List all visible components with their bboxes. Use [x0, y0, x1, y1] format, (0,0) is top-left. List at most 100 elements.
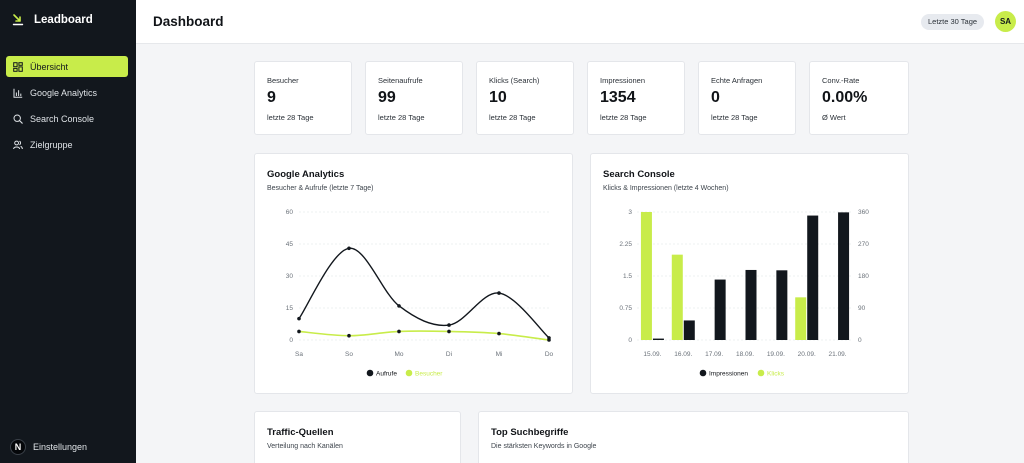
- y-tick-label-right: 0: [858, 337, 862, 344]
- legend-swatch: [699, 369, 707, 377]
- x-tick-label: 20.09.: [798, 351, 816, 358]
- y-tick-label: 45: [286, 241, 294, 248]
- card-title: Search Console: [603, 169, 675, 180]
- stat-sub: Ø Wert: [822, 113, 846, 122]
- data-point: [297, 329, 301, 334]
- sidebar-item-label: Zielgruppe: [30, 139, 73, 150]
- card-title: Top Suchbegriffe: [491, 427, 569, 438]
- stat-card-besucher: Besucher 9 letzte 28 Tage: [254, 61, 352, 135]
- stat-sub: letzte 28 Tage: [378, 113, 425, 122]
- stat-card-seitenaufrufe: Seitenaufrufe 99 letzte 28 Tage: [365, 61, 463, 135]
- data-point: [397, 329, 401, 334]
- y-tick-label-right: 360: [858, 209, 869, 216]
- series-line-besucher: [298, 330, 550, 341]
- y-tick-label-right: 90: [858, 305, 866, 312]
- legend-label: Impressionen: [709, 370, 748, 377]
- card-title: Google Analytics: [267, 169, 345, 180]
- bar-chart-icon: [13, 88, 23, 98]
- stat-value: 10: [489, 89, 507, 106]
- legend-label: Klicks: [767, 370, 785, 377]
- bar-impressionen: [838, 212, 850, 340]
- card-title: Traffic-Quellen: [267, 427, 334, 438]
- bar-impressionen: [776, 270, 788, 340]
- y-tick-label-left: 1.5: [623, 273, 632, 280]
- brand[interactable]: Leadboard: [12, 14, 93, 26]
- x-tick-label: 21.09.: [829, 351, 847, 358]
- card-subtitle: Klicks & Impressionen (letzte 4 Wochen): [603, 185, 729, 192]
- x-tick-label: Di: [446, 351, 452, 358]
- sidebar-item-zielgruppe[interactable]: Zielgruppe: [6, 134, 128, 155]
- data-point: [497, 331, 501, 336]
- sidebar-nav: Übersicht Google Analytics Search Consol…: [6, 56, 128, 160]
- legend-label: Besucher: [415, 370, 443, 377]
- data-point: [397, 304, 401, 308]
- analytics-card: Google Analytics Besucher & Aufrufe (let…: [254, 153, 573, 394]
- stat-card-klicks: Klicks (Search) 10 letzte 28 Tage: [476, 61, 574, 135]
- sidebar: Leadboard Übersicht Google Analytics: [0, 0, 136, 463]
- data-point: [497, 291, 501, 295]
- bar-klicks: [671, 254, 683, 340]
- x-tick-label: 19.09.: [767, 351, 785, 358]
- sidebar-item-search-console[interactable]: Search Console: [6, 108, 128, 129]
- x-tick-label: Sa: [295, 351, 303, 358]
- y-tick-label: 60: [286, 209, 294, 216]
- keywords-card: Top Suchbegriffe Die stärksten Keywords …: [478, 411, 909, 463]
- y-tick-label-left: 0.75: [619, 305, 632, 312]
- stat-label: Impressionen: [600, 76, 646, 85]
- users-icon: [13, 140, 23, 149]
- x-tick-label: Do: [545, 351, 554, 358]
- x-tick-label: 16.09.: [674, 351, 692, 358]
- bar-klicks: [795, 297, 807, 340]
- data-point: [347, 246, 351, 251]
- traffic-card: Traffic-Quellen Verteilung nach Kanälen: [254, 411, 461, 463]
- legend-swatch: [405, 369, 413, 377]
- date-range-pill[interactable]: Letzte 30 Tage: [921, 14, 985, 30]
- bar-impressionen: [745, 269, 757, 340]
- search-console-card: Search Console Klicks & Impressionen (le…: [590, 153, 909, 394]
- logo-icon: [12, 14, 24, 26]
- y-tick-label-left: 2.25: [619, 241, 632, 248]
- stat-label: Klicks (Search): [489, 76, 540, 85]
- data-point: [347, 333, 351, 338]
- stat-value: 0.00%: [822, 89, 868, 106]
- sidebar-item-uebersicht[interactable]: Übersicht: [6, 56, 128, 77]
- x-tick-label: 15.09.: [643, 351, 661, 358]
- x-tick-label: 17.09.: [705, 351, 723, 358]
- bar-impressionen: [714, 279, 726, 340]
- bar-klicks: [640, 212, 652, 340]
- search-icon: [13, 113, 23, 124]
- stat-sub: letzte 28 Tage: [267, 113, 314, 122]
- bar-impressionen: [652, 338, 664, 340]
- x-tick-label: Mo: [394, 351, 403, 358]
- card-subtitle: Besucher & Aufrufe (letzte 7 Tage): [267, 185, 374, 192]
- stat-sub: letzte 28 Tage: [600, 113, 647, 122]
- card-subtitle: Verteilung nach Kanälen: [267, 443, 343, 450]
- page-title: Dashboard: [153, 14, 224, 29]
- stat-sub: letzte 28 Tage: [489, 113, 536, 122]
- series-line-aufrufe: [298, 247, 550, 339]
- x-tick-label: So: [345, 351, 353, 358]
- settings-link[interactable]: N Einstellungen: [10, 439, 87, 455]
- card-subtitle: Die stärksten Keywords in Google: [491, 443, 597, 450]
- data-point: [547, 338, 551, 342]
- search-console-chart: 3 2.25 1.5 0.75 0 360 270 180 90 0 15.09. 16.09. 17.…: [619, 209, 869, 377]
- bar-impressionen: [683, 320, 695, 340]
- bar-impressionen: [807, 215, 819, 340]
- sidebar-item-google-analytics[interactable]: Google Analytics: [6, 82, 128, 103]
- sidebar-item-label: Google Analytics: [30, 87, 98, 98]
- grid-icon: [13, 61, 23, 72]
- settings-badge: N: [10, 439, 26, 455]
- sidebar-item-label: Übersicht: [30, 61, 69, 72]
- legend-swatch: [757, 369, 765, 377]
- y-tick-label-right: 270: [858, 241, 869, 248]
- data-point: [447, 329, 451, 334]
- stat-card-impressionen: Impressionen 1354 letzte 28 Tage: [587, 61, 685, 135]
- stat-card-conversion: Conv.-Rate 0.00% Ø Wert: [809, 61, 909, 135]
- stat-label: Conv.-Rate: [822, 76, 860, 85]
- avatar[interactable]: SA: [995, 11, 1016, 32]
- y-tick-label-right: 180: [858, 273, 869, 280]
- stat-value: 9: [267, 89, 276, 106]
- analytics-chart: 60 45 30 15 0Sa So Mo Di Mi Do Aufrufe Besucher: [286, 209, 554, 377]
- x-tick-label: Mi: [496, 351, 503, 358]
- y-tick-label-left: 0: [628, 337, 632, 344]
